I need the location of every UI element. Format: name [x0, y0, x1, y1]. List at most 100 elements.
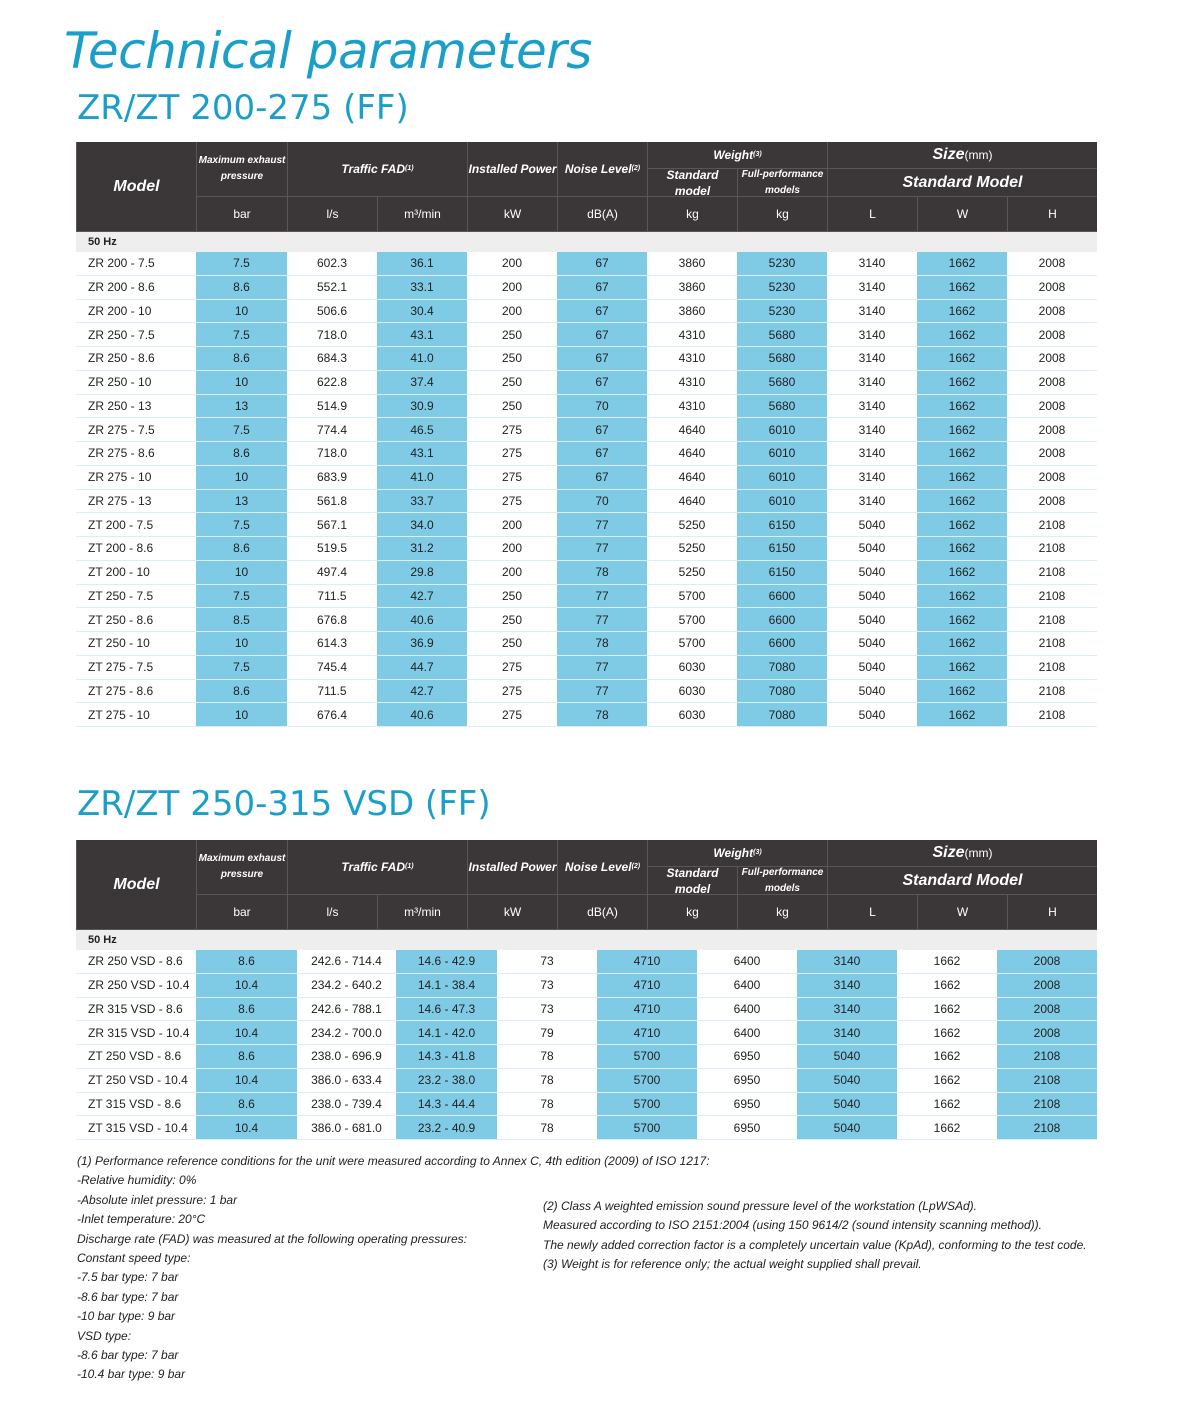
- value-cell: 70: [557, 489, 647, 513]
- value-cell: 5250: [678, 517, 706, 532]
- header-size-text: Size: [932, 146, 965, 163]
- value-cell: 23.2 - 40.9: [396, 1116, 497, 1139]
- value-cell: 8.6: [196, 1092, 297, 1116]
- value-cell: 3860: [678, 303, 706, 318]
- header-unit-text: H: [1048, 207, 1057, 221]
- value-cell: 1662: [917, 442, 1007, 465]
- value-cell: 77: [557, 513, 647, 536]
- header-unit: kg: [647, 895, 737, 930]
- value-cell: 2108: [997, 1068, 1097, 1092]
- header-max-pressure: Maximum exhaust pressure: [196, 142, 287, 197]
- header-unit: kW: [467, 197, 557, 232]
- value-cell: 7.5: [196, 323, 287, 346]
- value-cell: 6010: [737, 442, 827, 465]
- value-cell: 42.7: [377, 584, 467, 608]
- value-cell: 14.6 - 47.3: [396, 997, 497, 1021]
- header-unit-text: H: [1048, 905, 1057, 919]
- note-line: -7.5 bar type: 7 bar: [77, 1270, 179, 1285]
- model-cell: ZT 200 - 10: [88, 565, 150, 580]
- header-unit: l/s: [287, 197, 377, 232]
- value-cell: 3140: [858, 375, 886, 390]
- value-cell: 3860: [678, 256, 706, 271]
- header-std-model-text: Standard model: [666, 865, 719, 896]
- value-cell: 200: [501, 517, 523, 532]
- model-cell: ZR 315 VSD - 10.4: [88, 1025, 190, 1040]
- value-cell: 2108: [1038, 636, 1066, 651]
- table-row: ZT 250 VSD - 10.4 10.4 386.0 - 633.4 23.2 -…: [76, 1068, 1097, 1093]
- model-cell: ZR 250 - 8.6: [88, 351, 155, 366]
- value-cell: 6950: [733, 1096, 761, 1111]
- header-size: Size (mm): [827, 142, 1097, 169]
- value-cell: 6010: [737, 465, 827, 489]
- value-cell: 14.1 - 42.0: [396, 1021, 497, 1044]
- header-size-std-text: Standard Model: [902, 871, 1023, 889]
- value-cell: 33.7: [377, 489, 467, 513]
- header-full-perf-text: Full-performance models: [741, 866, 824, 894]
- header-noise: Noise Level (2): [557, 840, 647, 895]
- value-cell: 622.8: [316, 375, 348, 390]
- value-cell: 10: [196, 370, 287, 394]
- header-weight-sup: (3): [753, 849, 762, 856]
- model-cell: ZR 250 VSD - 8.6: [88, 954, 183, 969]
- value-cell: 41.0: [377, 465, 467, 489]
- value-cell: 10: [196, 703, 287, 726]
- value-cell: 275: [501, 493, 523, 508]
- header-fad-text: Traffic FAD: [341, 860, 405, 874]
- table-row: ZR 275 - 13 13 561.8 33.7 275 70 4640 6010 3140 1…: [76, 489, 1097, 514]
- value-cell: 5680: [737, 394, 827, 418]
- value-cell: 1662: [917, 632, 1007, 655]
- value-cell: 242.6 - 714.4: [311, 954, 382, 969]
- value-cell: 73: [540, 954, 554, 969]
- value-cell: 8.6: [196, 950, 297, 973]
- value-cell: 242.6 - 788.1: [311, 1001, 382, 1016]
- note-line: -Relative humidity: 0%: [77, 1173, 197, 1188]
- value-cell: 2008: [1038, 256, 1066, 271]
- value-cell: 67: [557, 465, 647, 489]
- value-cell: 4710: [597, 1021, 697, 1044]
- value-cell: 2008: [1038, 280, 1066, 295]
- header-unit: dB(A): [557, 895, 647, 930]
- header-noise-sup: (2): [631, 165, 641, 172]
- value-cell: 43.1: [377, 323, 467, 346]
- header-std-model: Standard model: [647, 865, 737, 896]
- header-unit-text: dB(A): [587, 905, 618, 919]
- value-cell: 2108: [1038, 517, 1066, 532]
- value-cell: 1662: [917, 252, 1007, 275]
- value-cell: 79: [540, 1025, 554, 1040]
- model-cell: ZR 250 - 13: [88, 398, 152, 413]
- header-model: Model: [76, 840, 196, 930]
- note-line: (1) Performance reference conditions for…: [77, 1154, 710, 1168]
- model-cell: ZT 250 - 8.6: [88, 612, 154, 627]
- value-cell: 6010: [737, 418, 827, 441]
- value-cell: 3140: [797, 997, 897, 1021]
- value-cell: 506.6: [316, 303, 348, 318]
- value-cell: 67: [557, 323, 647, 346]
- value-cell: 1662: [933, 954, 961, 969]
- value-cell: 1662: [917, 608, 1007, 631]
- value-cell: 5230: [737, 275, 827, 299]
- header-unit: W: [917, 197, 1007, 232]
- value-cell: 1662: [917, 323, 1007, 346]
- model-cell: ZR 200 - 10: [88, 303, 152, 318]
- header-unit-text: L: [869, 905, 876, 919]
- note-line: -8.6 bar type: 7 bar: [77, 1289, 179, 1304]
- value-cell: 6400: [733, 1001, 761, 1016]
- value-cell: 5680: [737, 347, 827, 370]
- table-row: ZR 275 - 7.5 7.5 774.4 46.5 275 67 4640 6010 314…: [76, 418, 1097, 442]
- value-cell: 2008: [1038, 422, 1066, 437]
- header-unit-text: l/s: [326, 207, 339, 221]
- value-cell: 4710: [597, 950, 697, 973]
- value-cell: 2008: [1038, 375, 1066, 390]
- value-cell: 2108: [1038, 612, 1066, 627]
- value-cell: 5230: [737, 299, 827, 323]
- value-cell: 10.4: [196, 1021, 297, 1044]
- value-cell: 5680: [737, 323, 827, 346]
- value-cell: 718.0: [316, 446, 348, 461]
- model-cell: ZT 275 - 7.5: [88, 660, 154, 675]
- value-cell: 13: [196, 394, 287, 418]
- value-cell: 275: [501, 707, 523, 722]
- value-cell: 1662: [933, 1001, 961, 1016]
- header-size-std: Standard Model: [827, 867, 1097, 895]
- note-line: Discharge rate (FAD) was measured at the…: [77, 1231, 467, 1246]
- value-cell: 2008: [997, 997, 1097, 1021]
